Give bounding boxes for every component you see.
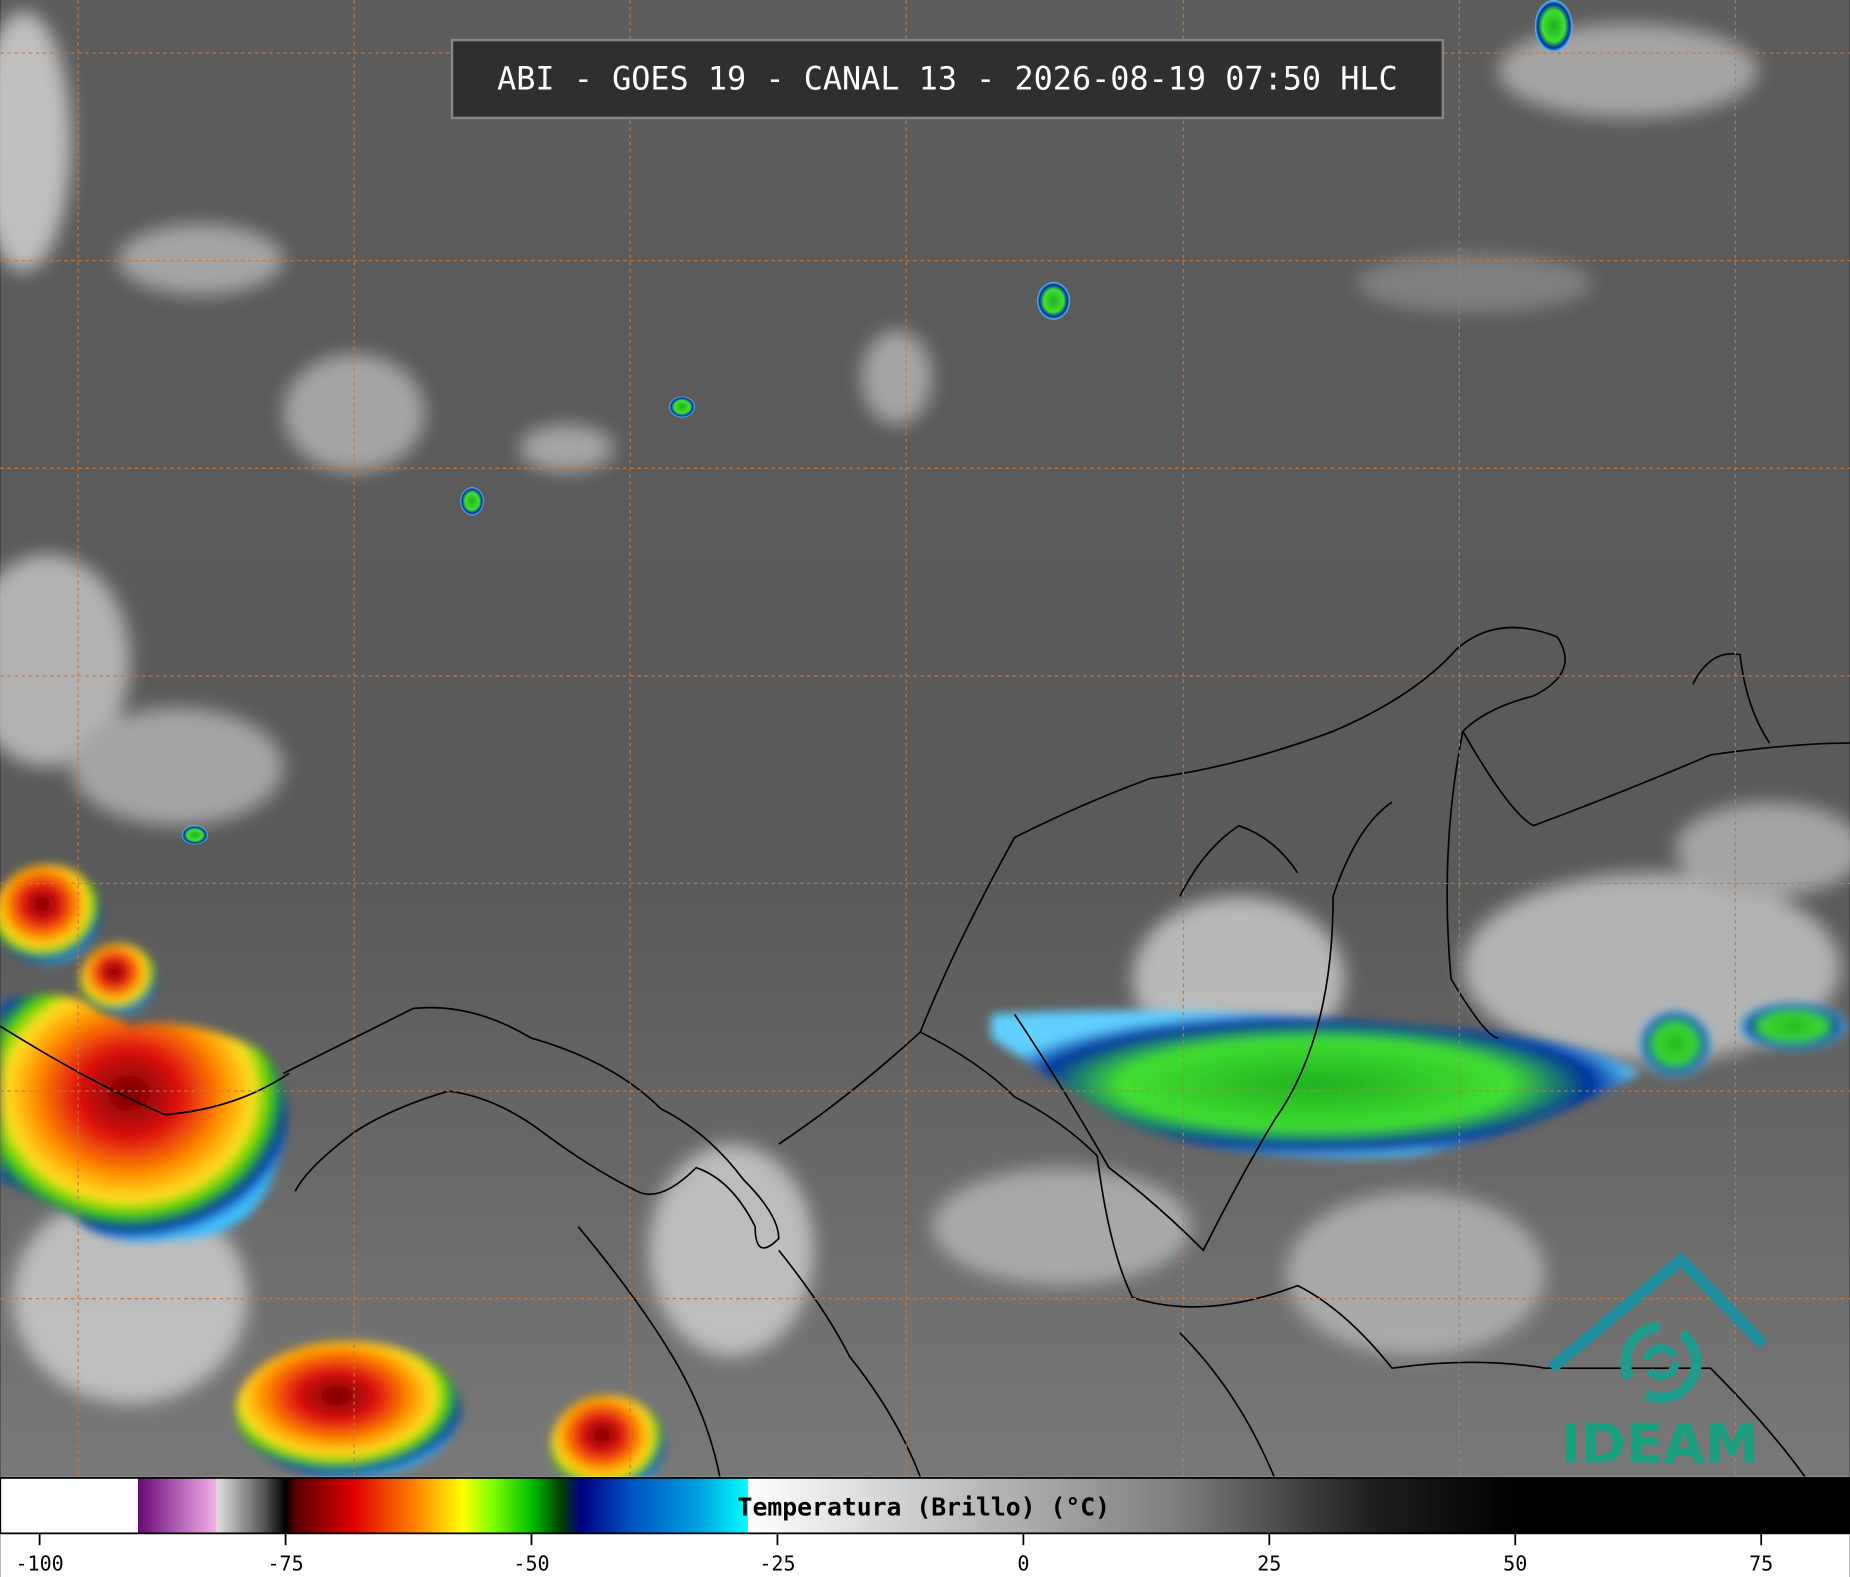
tick-label: 0 xyxy=(1017,1552,1029,1576)
title: ABI - GOES 19 - CANAL 13 - 2026-08-19 07… xyxy=(497,60,1398,98)
logo: IDEAM xyxy=(1547,1253,1768,1476)
tick-label: 25 xyxy=(1257,1552,1281,1576)
tick-label: -25 xyxy=(759,1552,795,1576)
tick-label: 75 xyxy=(1749,1552,1773,1576)
tick-label: -100 xyxy=(15,1552,63,1576)
tick-label: -75 xyxy=(267,1552,303,1576)
colorbar-label: Temperatura (Brillo) (°C) xyxy=(738,1493,1111,1522)
tick-label: 50 xyxy=(1503,1552,1527,1576)
tick-label: -50 xyxy=(513,1552,549,1576)
graticule xyxy=(0,0,1850,1477)
colorbar xyxy=(0,1477,1850,1535)
title-box xyxy=(450,38,1444,120)
colorbar-axis: -100 -75 -50 -25 0 25 50 75 xyxy=(15,1533,1773,1576)
convection xyxy=(0,0,1847,1495)
background xyxy=(0,0,1850,1477)
logo-text: IDEAM xyxy=(1561,1413,1759,1476)
